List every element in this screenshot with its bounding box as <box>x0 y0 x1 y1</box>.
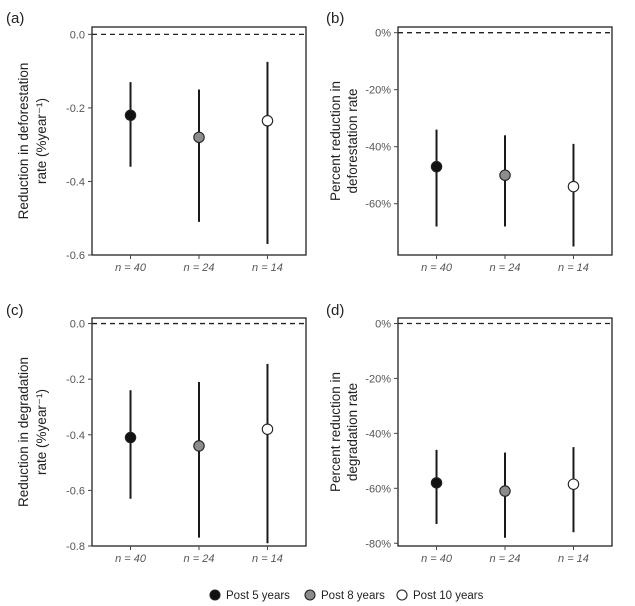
legend-label: Post 10 years <box>413 590 484 602</box>
data-point <box>261 115 274 127</box>
legend: Post 5 years Post 8 years Post 10 years <box>209 589 484 602</box>
data-point <box>261 423 274 435</box>
x-tick-label: n = 14 <box>558 262 589 274</box>
panel-letter: (c) <box>6 302 24 319</box>
x-tick-label: n = 14 <box>558 553 589 565</box>
y-tick-label: 0.0 <box>70 319 85 331</box>
y-axis-label: rate (%year⁻¹) <box>34 389 49 475</box>
x-tick-label: n = 14 <box>252 553 283 565</box>
x-tick-label: n = 40 <box>421 262 453 274</box>
y-tick-label: -0.4 <box>66 430 85 442</box>
legend-marker <box>396 589 408 601</box>
y-axis-label: degradation rate <box>345 383 360 481</box>
y-axis-label: Percent reduction in <box>328 81 343 201</box>
x-tick-label: n = 24 <box>490 553 521 565</box>
data-point <box>124 109 137 122</box>
data-point <box>430 477 443 489</box>
y-tick-label: -0.8 <box>66 541 85 553</box>
x-tick-label: n = 24 <box>490 262 521 274</box>
y-tick-label: -0.2 <box>66 374 85 386</box>
x-tick-label: n = 40 <box>115 553 147 565</box>
x-tick-label: n = 24 <box>184 553 215 565</box>
panel-letter: (d) <box>326 302 344 319</box>
x-tick-label: n = 14 <box>252 262 283 274</box>
x-tick-label: n = 40 <box>421 553 453 565</box>
y-tick-label: -60% <box>365 199 391 211</box>
x-tick-label: n = 24 <box>184 262 215 274</box>
y-axis-label: Reduction in deforestation <box>16 63 31 220</box>
legend-marker <box>209 589 221 601</box>
data-point <box>499 485 511 497</box>
legend-marker <box>304 589 316 601</box>
panel-0: (a) 0.0 -0.2 -0.4 -0.6 n = 40 n = 24 n = 14 Redu… <box>6 10 307 274</box>
y-tick-label: -20% <box>365 373 391 385</box>
panel-2: (c) 0.0 -0.2 -0.4 -0.6 -0.8 n = 40 n = 24 n = 14… <box>6 302 307 565</box>
y-tick-label: 0.0 <box>70 29 85 41</box>
legend-label: Post 8 years <box>321 590 385 602</box>
y-axis-label: Reduction in degradation <box>16 357 31 507</box>
y-tick-label: -0.2 <box>66 103 85 115</box>
data-point <box>430 160 443 173</box>
panel-letter: (a) <box>6 10 24 27</box>
data-point <box>499 169 511 181</box>
y-tick-label: -80% <box>365 538 391 550</box>
data-point <box>567 180 580 193</box>
data-point <box>193 440 205 452</box>
panel-letter: (b) <box>326 10 344 27</box>
y-tick-label: -40% <box>365 142 391 154</box>
y-tick-label: -60% <box>365 483 391 495</box>
y-tick-label: -0.6 <box>66 250 85 262</box>
y-tick-label: -20% <box>365 85 391 97</box>
y-tick-label: 0% <box>375 28 391 40</box>
y-axis-label: rate (%year⁻¹) <box>34 98 49 184</box>
panel-1: (b) 0% -20% -40% -60% n = 40 n = 24 n = 14 Perce… <box>326 10 613 274</box>
data-point <box>193 131 205 144</box>
y-tick-label: 0% <box>375 318 391 330</box>
legend-label: Post 5 years <box>226 590 290 602</box>
y-axis-label: Percent reduction in <box>328 372 343 492</box>
data-point <box>567 478 580 490</box>
y-tick-label: -40% <box>365 428 391 440</box>
y-axis-label: deforestation rate <box>345 88 360 193</box>
panel-3: (d) 0% -20% -40% -60% -80% n = 40 n = 24 n = 14 P… <box>326 302 613 565</box>
data-point <box>124 431 137 444</box>
x-tick-label: n = 40 <box>115 262 147 274</box>
y-tick-label: -0.6 <box>66 485 85 497</box>
y-tick-label: -0.4 <box>66 176 85 188</box>
